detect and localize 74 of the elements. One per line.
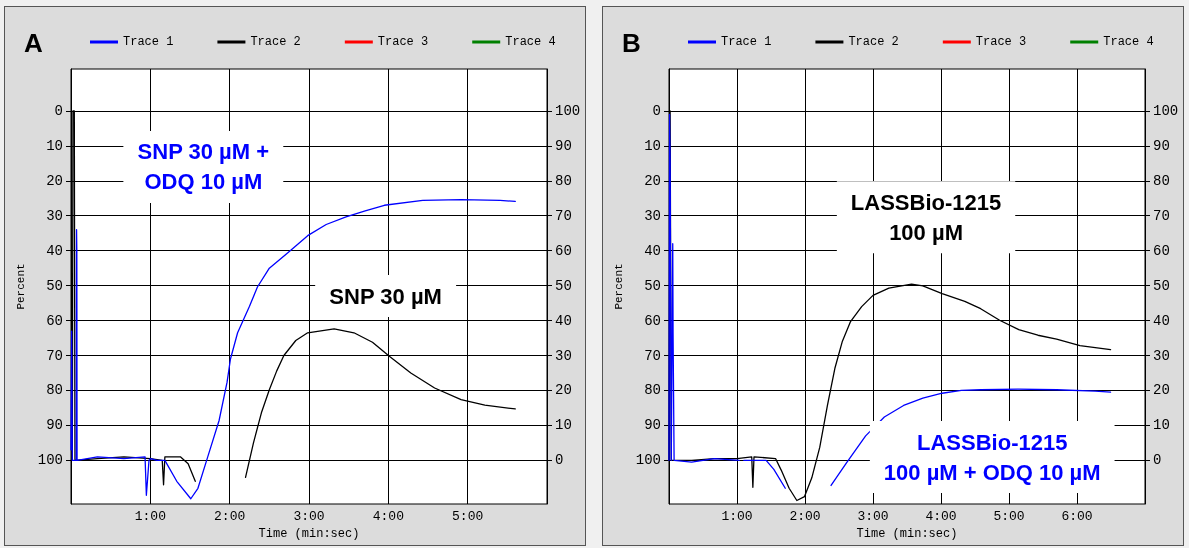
y2-tick-label: 70 [555, 207, 572, 224]
y-tick-label: 100 [37, 452, 63, 469]
y-tick-label: 10 [644, 137, 661, 154]
y2-tick-label: 0 [555, 452, 564, 469]
legend-label: Trace 3 [377, 35, 429, 49]
y2-tick-label: 20 [555, 382, 572, 399]
y2-tick-label: 100 [1153, 102, 1179, 119]
y2-tick-label: 20 [1153, 382, 1170, 399]
legend-label: Trace 2 [848, 35, 899, 49]
y-tick-label: 80 [644, 382, 661, 399]
y-tick-label: 30 [46, 207, 63, 224]
y2-tick-label: 30 [555, 347, 572, 364]
y-tick-label: 80 [46, 382, 63, 399]
y-tick-label: 40 [46, 242, 63, 259]
x-tick-label: 2:00 [789, 509, 821, 524]
y-tick-label: 90 [644, 417, 661, 434]
x-tick-label: 1:00 [134, 509, 166, 524]
y-tick-label: 20 [644, 172, 661, 189]
y2-tick-label: 60 [555, 242, 572, 259]
chart-title: B [622, 28, 641, 58]
y-tick-label: 90 [46, 417, 63, 434]
y-tick-label: 70 [46, 347, 63, 364]
x-tick-label: 4:00 [925, 509, 957, 524]
y2-tick-label: 80 [1153, 172, 1170, 189]
y-tick-label: 0 [652, 102, 661, 119]
y-tick-label: 10 [46, 137, 63, 154]
x-tick-label: 5:00 [452, 509, 484, 524]
x-tick-label: 3:00 [293, 509, 325, 524]
y-tick-label: 100 [635, 452, 661, 469]
annotation: SNP 30 µM [329, 283, 442, 309]
x-axis-title: Time (min:sec) [258, 527, 360, 541]
y2-tick-label: 30 [1153, 347, 1170, 364]
y2-tick-label: 0 [1153, 452, 1162, 469]
y2-tick-label: 10 [555, 417, 572, 434]
legend-label: Trace 2 [250, 35, 301, 49]
y-axis-title: Percent [613, 263, 626, 310]
x-tick-label: 4:00 [372, 509, 404, 524]
y2-tick-label: 90 [555, 137, 572, 154]
annotation: SNP 30 µM + ODQ 10 µM [137, 139, 270, 195]
y2-tick-label: 10 [1153, 417, 1170, 434]
x-tick-label: 5:00 [993, 509, 1025, 524]
y-tick-label: 0 [54, 102, 63, 119]
y-axis-title: Percent [15, 263, 28, 310]
y2-tick-label: 100 [555, 102, 581, 119]
x-tick-label: 2:00 [214, 509, 246, 524]
y-tick-label: 40 [644, 242, 661, 259]
annotation: LASSBio-1215 100 µM + ODQ 10 µM [883, 429, 1101, 485]
y-tick-label: 20 [46, 172, 63, 189]
y-tick-label: 60 [644, 312, 661, 329]
y2-tick-label: 60 [1153, 242, 1170, 259]
y2-tick-label: 50 [555, 277, 572, 294]
chart-title: A [24, 28, 43, 58]
line-series [70, 199, 516, 500]
y-tick-label: 30 [644, 207, 661, 224]
x-tick-label: 6:00 [1061, 509, 1093, 524]
y2-tick-label: 50 [1153, 277, 1170, 294]
y-tick-label: 60 [46, 312, 63, 329]
y2-tick-label: 80 [555, 172, 572, 189]
x-tick-label: 1:00 [721, 509, 753, 524]
y2-tick-label: 40 [1153, 312, 1170, 329]
y2-tick-label: 40 [555, 312, 572, 329]
y2-tick-label: 70 [1153, 207, 1170, 224]
y-tick-label: 70 [644, 347, 661, 364]
legend-label: Trace 4 [1103, 35, 1154, 49]
legend-label: Trace 3 [975, 35, 1027, 49]
y2-tick-label: 90 [1153, 137, 1170, 154]
legend-label: Trace 1 [123, 35, 174, 49]
x-axis-title: Time (min:sec) [856, 527, 958, 541]
legend-label: Trace 4 [505, 35, 556, 49]
y-tick-label: 50 [644, 277, 661, 294]
legend-label: Trace 1 [721, 35, 772, 49]
y-tick-label: 50 [46, 277, 63, 294]
annotation: LASSBio-1215 100 µM [850, 189, 1002, 245]
x-tick-label: 3:00 [857, 509, 889, 524]
